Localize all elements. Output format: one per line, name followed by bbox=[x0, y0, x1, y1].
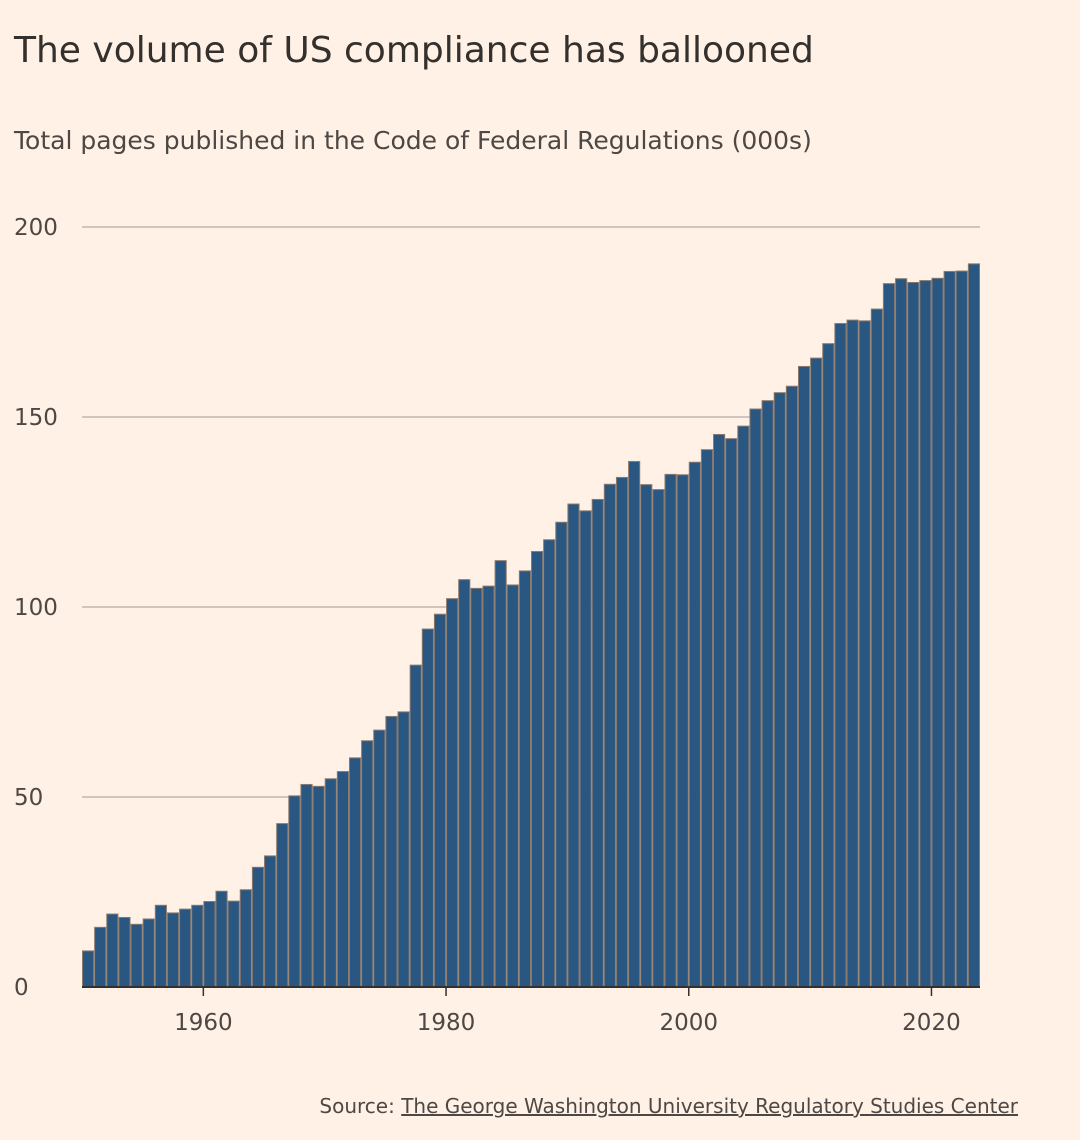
bar-2001 bbox=[700, 449, 714, 988]
bar-1976 bbox=[397, 711, 410, 988]
bar-1965 bbox=[264, 855, 277, 988]
source-note: Source: The George Washington University… bbox=[319, 1094, 1018, 1118]
bar-2011 bbox=[822, 343, 835, 988]
bar-1983 bbox=[482, 585, 495, 988]
bar-1972 bbox=[348, 757, 362, 988]
bar-1963 bbox=[239, 889, 252, 988]
y-tick-label: 150 bbox=[14, 405, 58, 431]
source-link[interactable]: The George Washington University Regulat… bbox=[401, 1094, 1018, 1118]
x-tick-label: 2020 bbox=[902, 1010, 961, 1036]
bar-1967 bbox=[288, 795, 301, 988]
bar-1980 bbox=[446, 598, 459, 988]
bar-1981 bbox=[458, 579, 471, 988]
axes: 0 50 100 150 200 1960 1980 2000 2020 bbox=[14, 215, 980, 1036]
bar-1986 bbox=[518, 570, 532, 988]
bar-1994 bbox=[615, 476, 629, 988]
bar-2022 bbox=[955, 270, 968, 988]
bar-1974 bbox=[373, 729, 386, 988]
bar-1978 bbox=[421, 628, 434, 988]
bar-1975 bbox=[385, 715, 398, 988]
bar-1951 bbox=[94, 926, 107, 988]
bar-2004 bbox=[737, 425, 750, 988]
bar-1966 bbox=[276, 823, 289, 988]
source-label: Source: bbox=[319, 1094, 402, 1118]
bar-1954 bbox=[130, 923, 143, 988]
bar-2014 bbox=[858, 320, 871, 988]
bar-1964 bbox=[251, 866, 265, 988]
bar-1970 bbox=[324, 778, 337, 988]
bar-1958 bbox=[179, 908, 192, 988]
bar-1984 bbox=[494, 560, 507, 988]
bar-1962 bbox=[227, 900, 240, 988]
bar-1950 bbox=[82, 950, 95, 988]
y-tick-label: 0 bbox=[14, 975, 29, 1001]
y-tick-label: 100 bbox=[14, 595, 58, 621]
bar-2012 bbox=[834, 323, 847, 988]
bar-1990 bbox=[567, 503, 580, 988]
bar-1995 bbox=[628, 460, 641, 988]
bar-1987 bbox=[531, 551, 544, 988]
bar-1957 bbox=[166, 912, 180, 988]
x-tick-label: 2000 bbox=[659, 1010, 718, 1036]
bar-chart: 0 50 100 150 200 1960 1980 2000 2020 bbox=[14, 215, 981, 1036]
bar-1982 bbox=[470, 587, 483, 988]
bar-2020 bbox=[931, 277, 944, 988]
bar-1989 bbox=[555, 521, 568, 988]
bar-2013 bbox=[846, 319, 859, 988]
bar-1996 bbox=[640, 484, 653, 988]
bar-2010 bbox=[810, 357, 823, 988]
bar-2016 bbox=[882, 283, 896, 988]
bar-1993 bbox=[603, 483, 616, 988]
bar-1999 bbox=[676, 474, 689, 988]
bar-2021 bbox=[943, 270, 956, 988]
bar-2006 bbox=[761, 400, 774, 988]
bar-2009 bbox=[797, 365, 811, 988]
bar-1991 bbox=[579, 510, 592, 988]
bar-2015 bbox=[870, 308, 883, 988]
bar-2000 bbox=[688, 461, 701, 988]
bar-1973 bbox=[361, 740, 374, 988]
bar-2003 bbox=[725, 438, 738, 988]
bar-1955 bbox=[142, 918, 155, 988]
bar-1952 bbox=[106, 913, 119, 988]
bar-1969 bbox=[312, 785, 325, 988]
bar-1968 bbox=[300, 783, 313, 988]
bar-2005 bbox=[749, 408, 762, 988]
bar-1997 bbox=[652, 489, 665, 988]
bar-1971 bbox=[336, 771, 349, 988]
bar-1998 bbox=[664, 473, 677, 988]
chart-subtitle: Total pages published in the Code of Fed… bbox=[14, 126, 812, 155]
bar-1985 bbox=[506, 584, 519, 988]
bar-1960 bbox=[203, 901, 216, 988]
bar-1992 bbox=[591, 498, 604, 988]
x-tick-label: 1960 bbox=[174, 1010, 233, 1036]
x-tick-label: 1980 bbox=[417, 1010, 476, 1036]
bars bbox=[82, 263, 981, 988]
bar-2017 bbox=[895, 278, 908, 988]
bar-2007 bbox=[773, 392, 786, 988]
bar-1977 bbox=[409, 664, 422, 988]
bar-1953 bbox=[118, 916, 131, 988]
bar-1956 bbox=[154, 904, 167, 988]
bar-2019 bbox=[919, 280, 932, 988]
bar-1959 bbox=[191, 904, 204, 988]
y-tick-label: 200 bbox=[14, 215, 58, 241]
bar-2023 bbox=[967, 263, 981, 988]
bar-2002 bbox=[713, 433, 726, 988]
bar-1979 bbox=[433, 613, 447, 988]
bar-1961 bbox=[215, 890, 228, 988]
bar-1988 bbox=[543, 539, 556, 988]
bar-2018 bbox=[907, 281, 920, 988]
bar-2008 bbox=[785, 385, 798, 988]
y-tick-label: 50 bbox=[14, 785, 43, 811]
chart-title: The volume of US compliance has balloone… bbox=[14, 30, 814, 71]
